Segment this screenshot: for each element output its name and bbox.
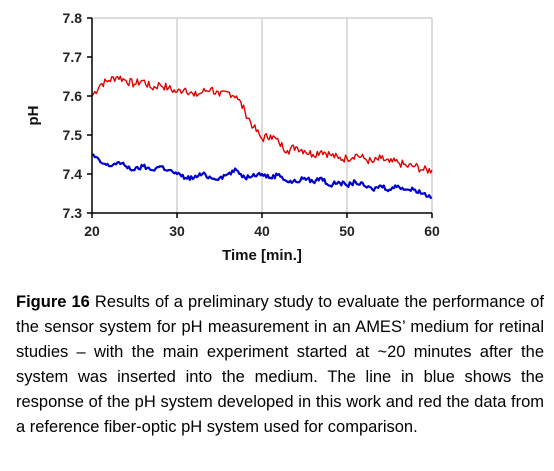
ph-chart: 7.3 7.4 7.5 7.6 7.7 7.8 20 30 40 50 60 Time [min.]… — [25, 10, 440, 264]
figure-label: Figure 16 — [16, 293, 90, 311]
axes: 7.3 7.4 7.5 7.6 7.7 7.8 20 30 40 50 60 — [63, 10, 440, 239]
x-axis-label: Time [min.] — [222, 247, 302, 264]
y-tick-label-7.3: 7.3 — [63, 205, 83, 221]
x-tick-label-50: 50 — [339, 223, 355, 239]
series-layer — [91, 75, 433, 199]
grid-lines — [176, 18, 433, 213]
figure-caption: Figure 16 Results of a preliminary study… — [16, 290, 544, 440]
y-axis-label: pH — [25, 106, 42, 126]
x-tick-label-20: 20 — [84, 223, 100, 239]
x-tick-label-60: 60 — [424, 223, 440, 239]
series-line-blue — [91, 153, 433, 199]
x-tick-label-40: 40 — [254, 223, 270, 239]
x-tick-label-30: 30 — [169, 223, 185, 239]
y-tick-label-7.6: 7.6 — [63, 88, 83, 104]
y-tick-label-7.4: 7.4 — [63, 166, 83, 182]
y-tick-label-7.7: 7.7 — [63, 49, 83, 65]
caption-text: Results of a preliminary study to evalua… — [16, 293, 544, 436]
y-tick-label-7.5: 7.5 — [63, 127, 83, 143]
y-tick-label-7.8: 7.8 — [63, 10, 83, 26]
series-line-red — [91, 75, 433, 174]
